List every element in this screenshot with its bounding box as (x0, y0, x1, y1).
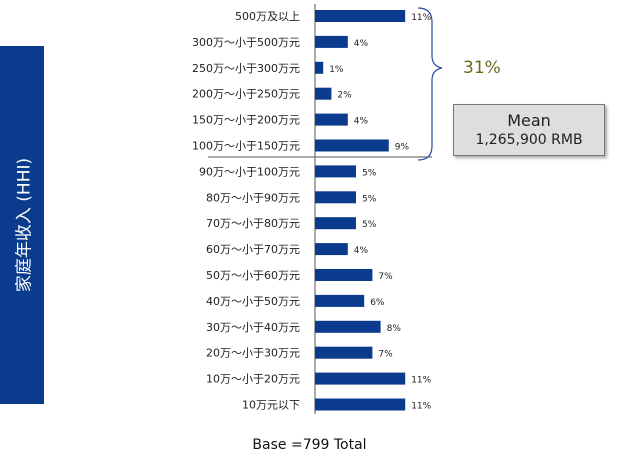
category-label: 60万～小于70万元 (206, 243, 300, 256)
bar (315, 191, 356, 204)
category-label: 500万及以上 (235, 10, 300, 23)
bracket-percentage: 31% (463, 58, 501, 78)
bracket-brace (417, 7, 443, 161)
data-label: 6% (370, 298, 385, 308)
data-label: 7% (378, 272, 393, 282)
category-label: 90万～小于100万元 (199, 165, 300, 178)
bar (315, 165, 356, 178)
bar (315, 243, 348, 256)
data-label: 9% (395, 143, 410, 153)
category-label: 150万～小于200万元 (192, 114, 300, 127)
bar (315, 113, 348, 126)
data-label: 8% (387, 324, 402, 334)
bar (315, 294, 365, 307)
bar (315, 398, 406, 411)
bar (315, 10, 406, 22)
bar (315, 139, 389, 152)
category-label: 80万～小于90万元 (206, 191, 300, 204)
category-label: 300万～小于500万元 (192, 36, 300, 49)
category-label: 10万～小于20万元 (206, 373, 300, 386)
data-label: 5% (362, 194, 377, 204)
bar (315, 217, 356, 230)
data-label: 5% (362, 168, 377, 178)
category-label: 70万～小于80万元 (206, 217, 300, 230)
mean-value: 1,265,900 RMB (475, 132, 583, 148)
mean-title: Mean (507, 111, 551, 130)
bar (315, 87, 332, 100)
mean-callout: Mean 1,265,900 RMB (453, 104, 605, 156)
bar (315, 61, 324, 74)
data-label: 4% (354, 39, 369, 49)
category-label: 30万～小于40万元 (206, 321, 300, 334)
bar (315, 320, 381, 333)
side-band (0, 46, 44, 404)
bar (315, 372, 406, 385)
category-label: 40万～小于50万元 (206, 295, 300, 308)
data-label: 11% (411, 13, 431, 23)
data-label: 11% (411, 402, 431, 412)
category-label: 50万～小于60万元 (206, 269, 300, 282)
category-label: 100万～小于150万元 (192, 140, 300, 153)
base-note: Base =799 Total (252, 437, 367, 453)
bar (315, 35, 348, 48)
data-label: 4% (354, 117, 369, 127)
category-label: 250万～小于300万元 (192, 62, 300, 75)
bar (315, 346, 373, 359)
data-label: 7% (378, 350, 393, 360)
category-label: 10万元以下 (242, 399, 300, 412)
bar (315, 269, 373, 281)
data-label: 2% (337, 91, 352, 101)
category-label: 20万～小于30万元 (206, 347, 300, 360)
data-label: 4% (354, 246, 369, 256)
category-label: 200万～小于250万元 (192, 88, 300, 101)
data-label: 5% (362, 220, 377, 230)
data-label: 11% (411, 376, 431, 386)
data-label: 1% (329, 65, 344, 75)
